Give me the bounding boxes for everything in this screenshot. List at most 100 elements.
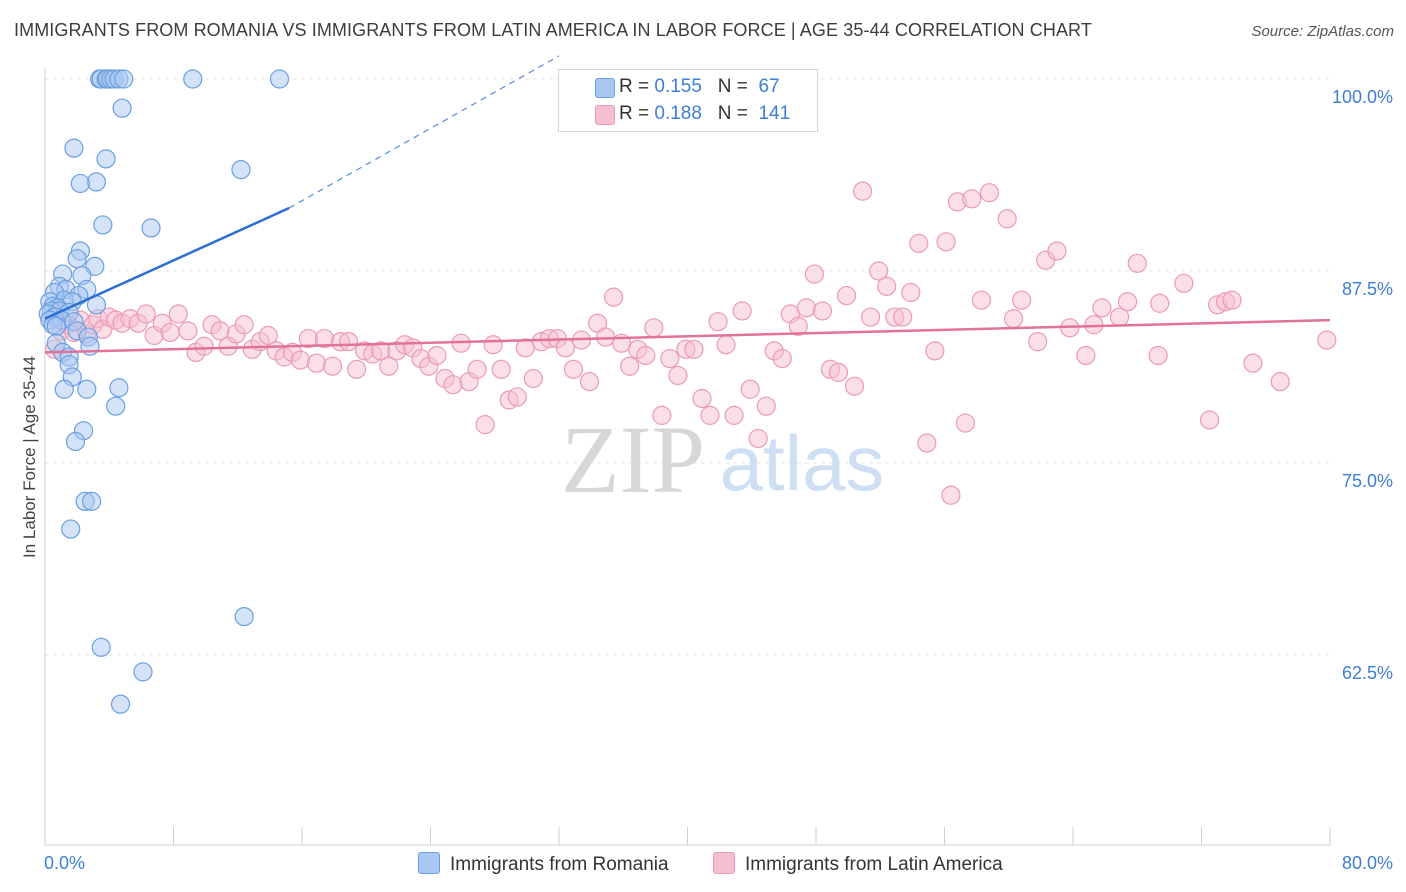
bottom-legend-romania: Immigrants from Romania [418, 852, 669, 876]
latin-america-point [555, 338, 576, 358]
source-credit: Source: ZipAtlas.com [1251, 23, 1394, 40]
latin-america-point [1148, 345, 1168, 366]
romania-point [93, 215, 113, 235]
latin-america-trend-line [44, 318, 1331, 354]
romania-point [61, 519, 81, 539]
latin-america-point [258, 325, 278, 346]
legend-r-value-latin: 0.188 [654, 103, 702, 124]
latin-america-point [338, 332, 359, 352]
latin-america-point [732, 301, 752, 321]
romania-point [234, 606, 254, 627]
latin-america-point [796, 298, 816, 318]
latin-america-point [756, 396, 776, 416]
latin-america-point [877, 276, 897, 296]
latin-america-point [772, 348, 792, 369]
latin-america-point [836, 285, 857, 306]
y-tick-label: 75.0% [1342, 471, 1393, 491]
trend-lines [44, 55, 1331, 354]
latin-america-point [306, 353, 327, 373]
romania-point [67, 249, 87, 269]
romania-point [65, 431, 86, 452]
romania-point [54, 379, 74, 399]
latin-america-point [997, 209, 1017, 229]
latin-america-point [893, 307, 913, 327]
latin-america-point [1011, 290, 1032, 310]
latin-america-point [620, 356, 640, 376]
latin-america-point [194, 336, 214, 356]
romania-point [81, 491, 102, 511]
latin-america-point [1003, 309, 1024, 329]
latin-america-point [869, 261, 889, 281]
latin-america-point [168, 304, 188, 324]
latin-america-point [1118, 292, 1138, 312]
latin-america-point [322, 356, 343, 376]
bottom-legend-label-latin: Immigrants from Latin America [745, 854, 1003, 875]
romania-point [183, 69, 203, 89]
chart-title: IMMIGRANTS FROM ROMANIA VS IMMIGRANTS FR… [14, 20, 1092, 40]
legend-swatch-romania [595, 78, 615, 98]
latin-america-point [475, 415, 495, 435]
correlation-legend: R = 0.155 N = 67 R = 0.188 N = 141 [558, 69, 818, 132]
romania-points [38, 69, 290, 714]
latin-america-point [861, 307, 881, 327]
legend-n-label: N = [717, 76, 748, 97]
latin-america-point [700, 405, 720, 425]
latin-america-point [507, 387, 527, 407]
romania-point [109, 378, 129, 398]
latin-america-point [579, 371, 600, 392]
latin-america-point [1092, 298, 1112, 318]
romania-trend-line [44, 206, 290, 320]
latin-america-points [45, 181, 1337, 505]
legend-n-value-latin: 141 [758, 103, 791, 124]
latin-america-point [901, 282, 921, 303]
latin-america-point [692, 388, 712, 409]
tick-labels: 62.5% 75.0% 87.5% 100.0% 0.0% 80.0% [44, 87, 1393, 873]
legend-row-latin: R = 0.188 N = 141 [595, 103, 791, 125]
latin-america-point [1317, 330, 1337, 350]
x-tick-label-max: 80.0% [1342, 853, 1393, 873]
legend-r-value-romania: 0.155 [654, 76, 702, 97]
latin-america-point [788, 316, 808, 336]
romania-point [112, 98, 132, 118]
latin-america-point [852, 181, 873, 201]
y-tick-label: 100.0% [1332, 87, 1393, 107]
latin-america-point [1047, 241, 1067, 261]
latin-america-point [467, 359, 487, 379]
watermark-zip: ZIP [561, 406, 705, 513]
axes [44, 68, 1331, 846]
latin-america-point [644, 318, 664, 338]
y-tick-label: 62.5% [1342, 663, 1393, 683]
romania-point [269, 69, 290, 89]
x-tick-label-min: 0.0% [44, 853, 85, 873]
latin-america-point [290, 350, 310, 370]
legend-swatch-latin [595, 105, 615, 125]
latin-america-point [668, 365, 688, 386]
latin-america-point [740, 379, 760, 399]
latin-america-point [652, 405, 672, 425]
latin-america-point [1150, 293, 1170, 313]
latin-america-point [955, 413, 975, 433]
romania-point [91, 637, 111, 657]
latin-america-point [804, 264, 824, 284]
latin-america-point [1270, 371, 1290, 392]
latin-america-point [136, 304, 156, 324]
latin-america-point [828, 362, 849, 382]
latin-america-point [443, 375, 463, 395]
legend-n-label: N = [717, 103, 748, 124]
latin-america-point [491, 359, 511, 379]
latin-america-point [708, 312, 728, 332]
latin-america-point [962, 189, 982, 209]
romania-point [46, 316, 66, 336]
latin-america-point [979, 183, 1000, 203]
latin-america-point [1127, 253, 1147, 273]
romania-point [106, 396, 126, 416]
latin-america-point [234, 315, 254, 335]
latin-america-point [563, 359, 584, 379]
romania-point [231, 160, 251, 180]
bottom-legend-swatch-latin [713, 852, 735, 874]
latin-america-point [1028, 332, 1048, 352]
latin-america-point [925, 341, 945, 361]
latin-america-point [724, 405, 744, 425]
latin-america-point [660, 348, 680, 369]
